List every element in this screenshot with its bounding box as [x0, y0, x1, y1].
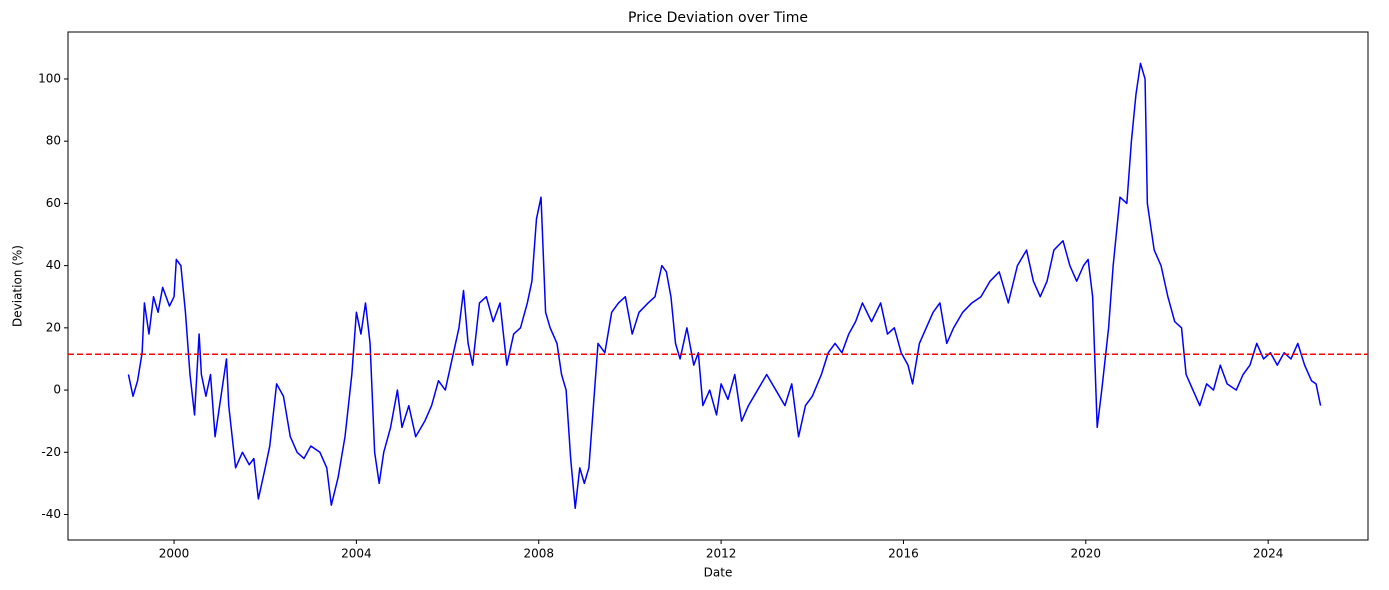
y-axis-label: Deviation (%) — [11, 245, 25, 327]
plot-frame — [67, 31, 1369, 541]
x-tick-label: 2008 — [523, 547, 554, 561]
x-tick-label: 2020 — [1071, 547, 1102, 561]
y-tick-label: 0 — [53, 383, 61, 397]
data-line — [127, 62, 1322, 510]
y-tick-label: 40 — [46, 258, 61, 272]
x-tick-label: 2012 — [706, 547, 737, 561]
x-tick-label: 2024 — [1253, 547, 1284, 561]
chart-title: Price Deviation over Time — [628, 10, 808, 26]
y-tick-label: 60 — [46, 196, 61, 210]
x-axis-label: Date — [704, 566, 733, 580]
x-tick-label: 2016 — [888, 547, 919, 561]
y-tick-label: -40 — [41, 507, 61, 521]
x-tick-label: 2004 — [341, 547, 372, 561]
y-tick-label: 100 — [38, 71, 61, 85]
y-tick-label: 80 — [46, 134, 61, 148]
x-tick-label: 2000 — [159, 547, 190, 561]
y-tick-label: 20 — [46, 320, 61, 334]
y-tick-label: -20 — [41, 445, 61, 459]
